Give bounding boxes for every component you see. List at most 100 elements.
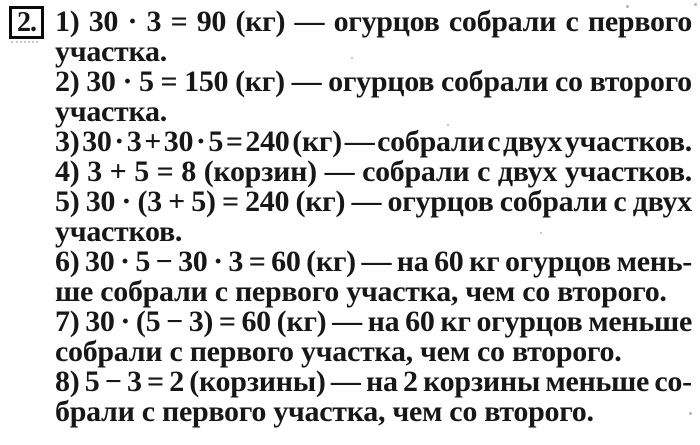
- word: 90: [196, 5, 227, 38]
- word: —: [344, 125, 375, 158]
- word: ·: [127, 5, 138, 38]
- word: второго: [589, 65, 693, 98]
- word: =: [160, 65, 178, 98]
- word: (5: [135, 305, 161, 338]
- word: =: [147, 365, 164, 398]
- word: −: [155, 245, 173, 278]
- word: ·: [120, 305, 131, 338]
- word: с: [487, 125, 501, 158]
- word: —: [351, 185, 382, 218]
- solution-item: 1) 30 · 3 = 90 (кг) — огурцов собрали с первого уча…: [55, 7, 692, 67]
- word: ·: [213, 245, 223, 278]
- word: ·: [195, 125, 206, 158]
- word: (кг): [235, 5, 286, 38]
- word: 3: [126, 125, 142, 158]
- word: 30: [88, 5, 119, 38]
- word: собрали: [440, 65, 549, 98]
- word: 5: [208, 125, 224, 158]
- word: кг: [469, 245, 500, 278]
- word: огурцов: [505, 245, 611, 278]
- word: собрали: [448, 5, 557, 38]
- word: −: [166, 305, 183, 338]
- solution-line: 2) 30 · 5 = 150 (кг) — огурцов собрали со второго: [55, 67, 692, 97]
- word: (кг): [276, 305, 327, 338]
- word: с: [565, 5, 579, 38]
- solution-line: участка.: [55, 35, 167, 68]
- solution-line: 3) 30 · 3 +30 · 5 = 240 (кг) — собрали с двух участков…: [55, 127, 692, 157]
- scan-speck: [626, 5, 629, 8]
- word: —: [330, 365, 361, 398]
- word: 8: [181, 155, 196, 188]
- word: ·: [122, 65, 133, 98]
- word: двух: [502, 125, 563, 158]
- word: 2): [55, 65, 80, 98]
- word: (корзины): [189, 365, 326, 398]
- word: корзины: [423, 365, 540, 398]
- word: ·: [120, 245, 130, 278]
- word: участков.: [564, 125, 692, 158]
- word: 3: [126, 365, 142, 398]
- solution-item: 5) 30 · (3 +5) = 240 (кг) — огурцов собрали с двух у…: [55, 187, 692, 247]
- word: участков.: [564, 155, 692, 188]
- word: =: [225, 125, 243, 158]
- word: (корзин): [203, 155, 317, 188]
- word: 30: [163, 125, 194, 158]
- word: +: [109, 155, 127, 188]
- word: 240: [245, 125, 290, 158]
- scan-speck: [689, 412, 692, 415]
- word: меньше: [545, 365, 650, 398]
- word: на: [367, 305, 400, 338]
- word: собрали: [377, 125, 485, 158]
- word: огурцов: [476, 305, 583, 338]
- word: 5: [134, 155, 149, 188]
- word: мень-: [616, 245, 693, 278]
- word: огурцов: [387, 185, 494, 218]
- word: 3): [188, 305, 214, 338]
- word: 7): [55, 305, 80, 338]
- word: со: [555, 65, 583, 98]
- word: со-: [654, 365, 692, 398]
- word: 60: [241, 305, 271, 338]
- solution-item: 8) 5−3 = 2 (корзины) — на 2 корзины меньше со- бра…: [55, 367, 692, 427]
- word: (кг): [295, 185, 346, 218]
- word: 60: [434, 245, 464, 278]
- word: —: [294, 5, 325, 38]
- word: 30: [86, 65, 116, 98]
- word: 30: [85, 305, 115, 338]
- word: =: [221, 185, 239, 218]
- solution-item: 4) 3 +5 = 8 (корзин) — собрали с двух участков.: [55, 157, 692, 187]
- solution-line: участков.: [55, 215, 183, 248]
- word: =: [170, 5, 188, 38]
- solution-line: 4) 3 +5 = 8 (корзин) — собрали с двух участков.: [55, 157, 692, 187]
- solution-item: 6) 30 · 5−30 · 3 = 60 (кг) — на 60 кг огурцов мень- ше…: [55, 247, 692, 307]
- word: 2: [403, 365, 418, 398]
- word: —: [332, 305, 362, 338]
- word: 5): [55, 185, 80, 218]
- word: 3: [87, 155, 102, 188]
- word: 3: [228, 245, 244, 278]
- word: с: [613, 185, 627, 218]
- word: =: [218, 305, 236, 338]
- solution-item: 7) 30 · (5−3) = 60 (кг) — на 60 кг огурцов меньше со…: [55, 307, 692, 367]
- word: меньше: [588, 305, 692, 338]
- word: собрали: [499, 185, 608, 218]
- word: двух: [497, 155, 558, 188]
- scan-speck: [447, 124, 449, 126]
- badge-scan-shadow: [11, 41, 38, 43]
- solution-line: собрали с первого участка, чем со второг…: [55, 335, 622, 368]
- word: собрали: [362, 155, 470, 188]
- solution-line: брали с первого участка, чем со второго.: [55, 395, 594, 428]
- word: 3: [146, 5, 162, 38]
- word: на: [396, 245, 429, 278]
- word: 5): [191, 185, 216, 218]
- solution-item: 3) 30 · 3 +30 · 5 = 240 (кг) — собрали с двух участков…: [55, 127, 692, 157]
- word: 30: [82, 125, 112, 158]
- solution-line: 5) 30 · (3 +5) = 240 (кг) — огурцов собрали с двух: [55, 187, 692, 217]
- solution-line: 7) 30 · (5−3) = 60 (кг) — на 60 кг огурцов меньше: [55, 307, 692, 337]
- solution-line: 1) 30 · 3 = 90 (кг) — огурцов собрали с первого: [55, 7, 692, 37]
- scan-speck: [540, 232, 542, 234]
- solution-line: участка.: [55, 95, 167, 128]
- scan-speck: [694, 3, 697, 6]
- scan-speck: [351, 57, 353, 59]
